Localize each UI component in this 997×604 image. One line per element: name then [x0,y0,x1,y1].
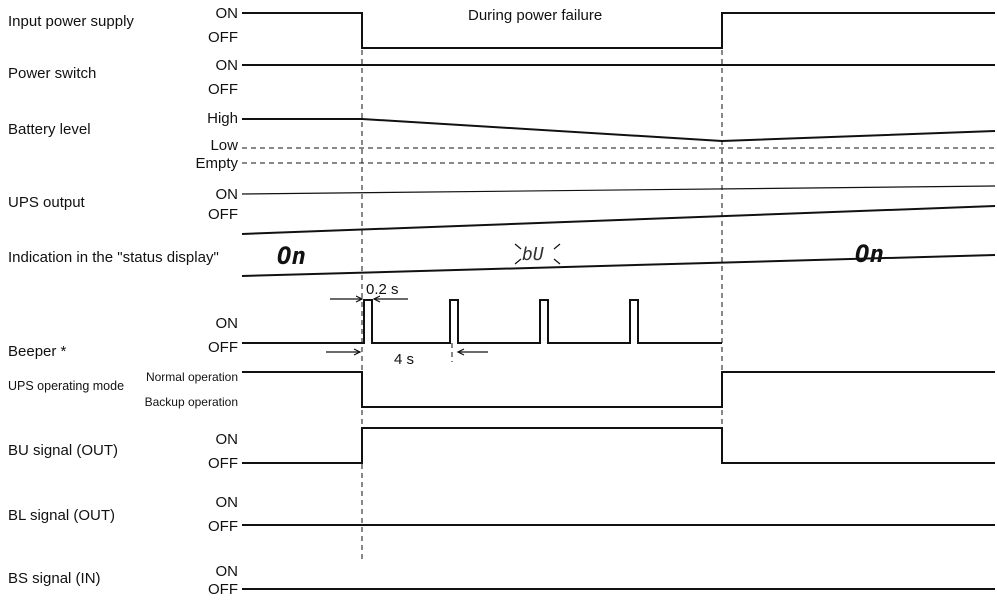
battery-empty-label: Empty [195,155,238,172]
pulse-width-dimension [330,295,408,303]
ups-mode-backup-label: Backup operation [145,395,238,409]
power-switch-off-label: OFF [208,81,238,98]
ups-output-waveform [241,185,996,195]
ups-mode-label: UPS operating mode [8,379,124,393]
input-power-waveform [242,12,995,49]
bu-signal-off-label: OFF [208,455,238,472]
power-switch-on-label: ON [216,57,239,74]
ups-output-off-label: OFF [208,206,238,223]
status-display-lower-line [241,254,996,277]
bl-signal-off-label: OFF [208,518,238,535]
battery-level-waveform [242,118,996,143]
failure-period-note: During power failure [468,7,602,24]
beeper-waveform [242,299,722,344]
battery-high-label: High [207,110,238,127]
beeper-off-label: OFF [208,339,238,356]
status-display-upper-line [241,205,996,235]
bl-signal-on-label: ON [216,494,239,511]
battery-low-label: Low [210,137,238,154]
ups-mode-normal-label: Normal operation [146,370,238,384]
status-display-label: Indication in the "status display" [8,249,219,266]
beeper-label: Beeper * [8,343,67,360]
bs-signal-label: BS signal (IN) [8,570,101,587]
power-switch-label: Power switch [8,65,96,82]
bs-signal-on-label: ON [216,563,239,580]
beep-interval-value: 4 s [394,351,414,368]
ups-output-label: UPS output [8,194,86,211]
bu-signal-label: BU signal (OUT) [8,442,118,459]
bs-signal-off-label: OFF [208,581,238,598]
status-display-normal: On [277,242,306,270]
blink-indicator-icon [514,243,561,265]
bu-signal-waveform [242,427,995,464]
beeper-on-label: ON [216,315,239,332]
bl-signal-label: BL signal (OUT) [8,507,115,524]
status-display-failure: bU [522,244,544,265]
input-power-label: Input power supply [8,13,134,30]
status-display-restored: On [855,240,884,268]
input-power-off-label: OFF [208,29,238,46]
input-power-on-label: ON [216,5,239,22]
bu-signal-on-label: ON [216,431,239,448]
ups-mode-waveform [242,371,995,408]
pulse-width-value: 0.2 s [366,281,399,298]
ups-output-on-label: ON [216,186,239,203]
battery-level-label: Battery level [8,121,91,138]
beep-interval-dimension [326,343,488,362]
